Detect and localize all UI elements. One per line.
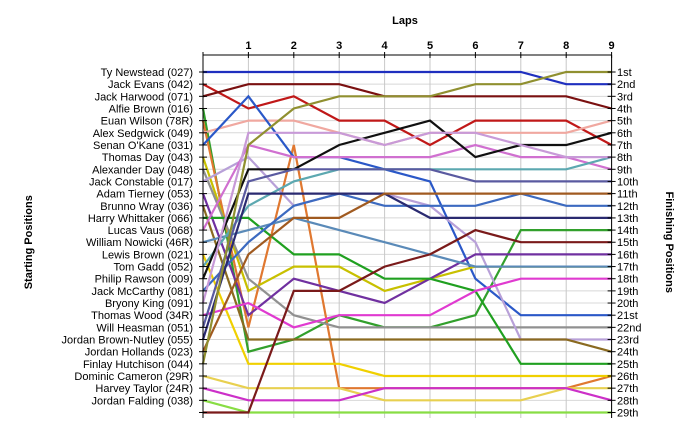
x-tick-label: 7	[518, 40, 524, 52]
series-line[interactable]	[202, 83, 613, 147]
finish-position-label: 8th	[617, 152, 632, 164]
start-position-label: Jack Constable (017)	[89, 176, 193, 188]
finish-position-label: 26th	[617, 371, 638, 383]
start-position-label: Finlay Hutchison (044)	[83, 359, 193, 371]
finish-position-label: 15th	[617, 237, 638, 249]
finish-position-label: 13th	[617, 213, 638, 225]
start-position-label: Harvey Taylor (24R)	[95, 383, 193, 395]
start-position-label: Dominic Cameron (29R)	[74, 371, 193, 383]
finish-position-label: 2nd	[617, 79, 635, 91]
x-tick-label: 2	[291, 40, 297, 52]
series-layer	[201, 70, 613, 414]
series-line[interactable]	[202, 277, 612, 329]
axis-layer	[199, 52, 616, 418]
start-position-label: Jack McCarthy (081)	[92, 286, 193, 298]
x-tick-label: 5	[427, 40, 433, 52]
series-line[interactable]	[201, 192, 612, 340]
x-tick-label: 6	[472, 40, 478, 52]
finish-position-label: 6th	[617, 128, 632, 140]
finish-position-label: 4th	[617, 103, 632, 115]
finish-position-label: 14th	[617, 225, 638, 237]
start-position-label: Jack Evans (042)	[108, 79, 193, 91]
series-line[interactable]	[201, 168, 612, 328]
start-position-label: Ty Newstead (027)	[101, 67, 193, 79]
series-line[interactable]	[201, 131, 612, 304]
finish-position-label: 22nd	[617, 322, 641, 334]
finish-position-label: 11th	[617, 189, 638, 201]
start-position-label: Adam Tierney (053)	[96, 189, 193, 201]
start-position-label: Euan Wilson (78R)	[101, 116, 193, 128]
finish-position-label: 19th	[617, 286, 638, 298]
start-position-label: Jack Harwood (071)	[95, 91, 193, 103]
series-line[interactable]	[201, 193, 612, 318]
finish-position-label: 12th	[617, 201, 638, 213]
finish-position-label: 25th	[617, 359, 638, 371]
series-line[interactable]	[201, 253, 612, 378]
y-axis-title-right: Finishing Positions	[663, 192, 675, 293]
start-position-label: Brunno Wray (036)	[100, 201, 193, 213]
x-tick-label: 1	[245, 40, 251, 52]
series-line[interactable]	[202, 374, 612, 402]
start-position-label: Tom Gadd (052)	[114, 262, 193, 274]
finish-position-label: 3rd	[617, 91, 633, 103]
finish-position-label: 9th	[617, 164, 632, 176]
series-line[interactable]	[203, 70, 612, 86]
finish-position-label: 21st	[617, 310, 638, 322]
finish-position-label: 24th	[617, 347, 638, 359]
finish-position-label: 18th	[617, 274, 638, 286]
finish-position-label: 28th	[617, 395, 638, 407]
finish-position-label: 23rd	[617, 335, 639, 347]
start-position-label: Senan O'Kane (031)	[93, 140, 193, 152]
finish-position-label: 5th	[617, 116, 632, 128]
finish-position-label: 29th	[617, 407, 638, 419]
finish-position-label: 10th	[617, 176, 638, 188]
finish-position-label: 1st	[617, 67, 632, 79]
start-position-label: Lucas Vaus (068)	[108, 225, 193, 237]
x-tick-label: 3	[336, 40, 342, 52]
series-line[interactable]	[202, 143, 612, 231]
finish-position-label: 17th	[617, 262, 638, 274]
series-line[interactable]	[201, 70, 612, 365]
start-position-label: Jordan Brown-Nutley (055)	[62, 335, 193, 347]
series-line[interactable]	[202, 192, 612, 353]
start-position-label: Thomas Day (043)	[102, 152, 193, 164]
start-position-label: Will Heasman (051)	[96, 322, 193, 334]
start-position-label: Philip Rawson (009)	[95, 274, 193, 286]
x-tick-label: 9	[609, 40, 615, 52]
series-line[interactable]	[202, 399, 612, 414]
start-position-label: Bryony King (091)	[105, 298, 193, 310]
finish-position-label: 20th	[617, 298, 638, 310]
start-position-label: Thomas Wood (34R)	[91, 310, 193, 322]
start-position-label: Alfie Brown (016)	[109, 103, 193, 115]
finish-position-label: 27th	[617, 383, 638, 395]
x-tick-label: 4	[382, 40, 389, 52]
start-position-label: Lewis Brown (021)	[102, 249, 193, 261]
x-tick-label: 8	[563, 40, 569, 52]
x-axis-title: Laps	[392, 15, 418, 27]
series-line[interactable]	[201, 205, 612, 353]
series-line[interactable]	[202, 387, 612, 402]
finish-position-label: 7th	[617, 140, 632, 152]
series-line[interactable]	[201, 119, 612, 280]
start-position-label: Jordan Hollands (023)	[85, 347, 193, 359]
finish-position-label: 16th	[617, 249, 638, 261]
start-position-label: Jordan Falding (038)	[91, 395, 193, 407]
start-position-label: Harry Whittaker (066)	[88, 213, 193, 225]
y-axis-title-left: Starting Positions	[23, 195, 35, 289]
start-position-label: Alex Sedgwick (049)	[93, 128, 193, 140]
label-layer: 1 2 3 4 5 6 7 8 9 Laps Starting Positions Finishing…	[23, 15, 675, 419]
start-position-label: William Nowicki (46R)	[86, 237, 193, 249]
series-line[interactable]	[203, 228, 612, 414]
start-position-label: Alexander Day (048)	[92, 164, 193, 176]
